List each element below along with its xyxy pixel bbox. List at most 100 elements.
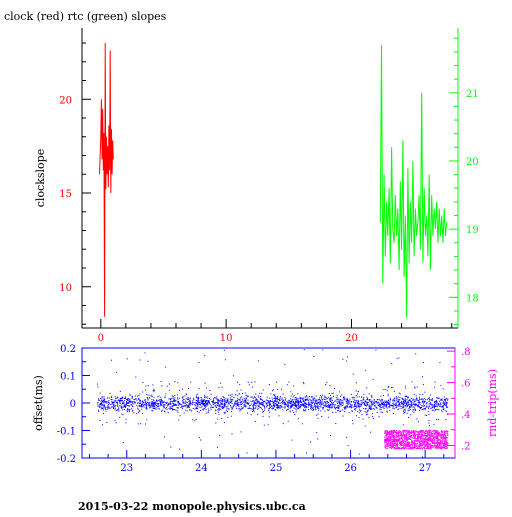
offset-point	[360, 405, 362, 407]
offset-point	[319, 397, 321, 399]
rnd-trip-point	[415, 447, 417, 449]
offset-point	[113, 401, 115, 403]
offset-point	[262, 403, 264, 405]
rnd-trip-point	[391, 442, 393, 444]
offset-point	[133, 398, 135, 400]
offset-point	[238, 403, 240, 405]
offset-point	[129, 400, 131, 402]
offset-point	[104, 402, 106, 404]
rnd-trip-point	[407, 443, 409, 445]
offset-point	[262, 403, 264, 405]
rnd-trip-point	[402, 448, 404, 450]
offset-point	[349, 406, 351, 408]
offset-point	[320, 405, 322, 407]
offset-point	[221, 402, 223, 404]
offset-point	[217, 400, 219, 402]
offset-point	[279, 397, 281, 399]
rnd-trip-point	[397, 444, 399, 446]
rnd-trip-point	[418, 433, 420, 435]
offset-point	[221, 403, 223, 405]
offset-point	[422, 456, 424, 458]
offset-point	[370, 406, 372, 408]
rnd-trip-point	[430, 434, 432, 436]
offset-point	[145, 405, 147, 407]
y-tick-label: -0.2	[57, 454, 76, 465]
offset-point	[107, 408, 109, 410]
offset-point	[374, 404, 376, 406]
offset-point	[126, 411, 128, 413]
offset-point	[201, 408, 203, 410]
rnd-trip-point	[384, 437, 386, 439]
offset-point	[403, 412, 405, 414]
offset-point	[405, 400, 407, 402]
offset-point	[416, 418, 418, 420]
offset-point	[317, 438, 319, 440]
offset-point	[184, 401, 186, 403]
offset-point	[99, 403, 101, 405]
offset-point	[205, 403, 207, 405]
rnd-trip-point	[394, 441, 396, 443]
offset-point	[327, 398, 329, 400]
rnd-trip-point	[417, 434, 419, 436]
offset-point	[408, 408, 410, 409]
offset-point	[422, 401, 424, 403]
rnd-trip-point	[431, 445, 433, 447]
offset-point	[263, 405, 265, 406]
offset-point	[131, 405, 133, 407]
offset-point	[364, 425, 366, 427]
offset-point	[442, 402, 444, 404]
offset-point	[307, 409, 309, 411]
rnd-trip-point	[434, 440, 436, 442]
offset-point	[375, 349, 377, 351]
offset-point	[268, 408, 270, 410]
offset-point	[289, 401, 291, 402]
offset-point	[279, 398, 281, 400]
offset-point	[148, 404, 150, 406]
offset-point	[292, 399, 293, 401]
offset-point	[272, 389, 274, 391]
offset-point	[366, 403, 368, 404]
offset-point	[305, 405, 307, 407]
rnd-trip-point	[437, 441, 439, 442]
offset-point	[208, 402, 210, 404]
offset-point	[174, 403, 176, 405]
offset-point	[151, 403, 153, 405]
offset-point	[437, 406, 439, 408]
offset-point	[224, 402, 226, 404]
offset-point	[293, 412, 295, 413]
rnd-trip-point	[430, 433, 432, 435]
offset-point	[371, 397, 373, 399]
offset-point	[236, 400, 238, 402]
offset-point	[209, 407, 211, 409]
rnd-trip-point	[423, 435, 425, 437]
rnd-trip-point	[408, 436, 410, 437]
offset-point	[419, 396, 420, 398]
offset-point	[227, 403, 229, 405]
rnd-trip-point	[420, 437, 422, 439]
offset-point	[263, 410, 264, 412]
offset-point	[234, 402, 236, 404]
offset-point	[329, 407, 331, 409]
offset-point	[209, 390, 211, 391]
offset-point	[358, 400, 360, 402]
offset-point	[350, 405, 352, 407]
offset-point	[404, 412, 406, 413]
offset-point	[204, 396, 206, 398]
rnd-trip-point	[384, 441, 386, 443]
offset-point	[447, 399, 449, 401]
offset-point	[291, 403, 293, 405]
rnd-trip-point	[410, 437, 412, 439]
rnd-trip-point	[445, 437, 446, 439]
offset-point	[109, 407, 111, 409]
rnd-trip-point	[432, 435, 434, 437]
offset-point	[356, 400, 358, 402]
rnd-trip-point	[429, 434, 431, 436]
offset-point	[419, 410, 420, 411]
rnd-trip-point	[444, 447, 446, 449]
offset-point	[145, 389, 146, 391]
offset-point	[200, 396, 202, 398]
offset-point	[272, 399, 274, 401]
rnd-trip-point	[403, 431, 405, 433]
offset-point	[394, 408, 396, 410]
offset-point	[272, 402, 274, 404]
